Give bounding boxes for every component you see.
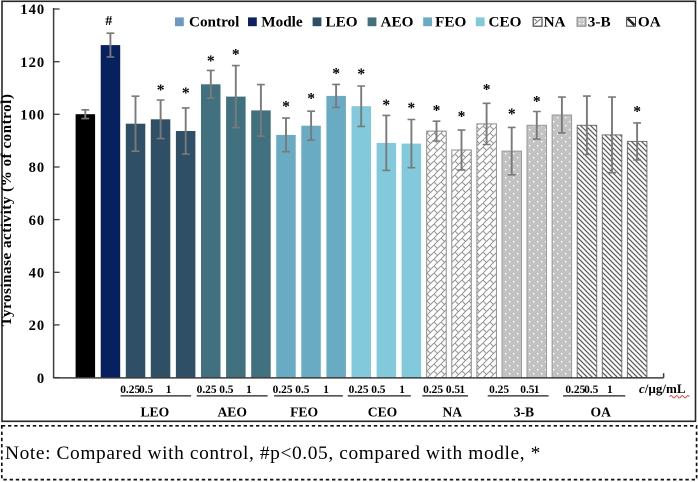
svg-text:1: 1 <box>246 384 252 396</box>
svg-text:*: * <box>633 103 641 120</box>
svg-text:0.25: 0.25 <box>349 384 369 396</box>
svg-text:0.5: 0.5 <box>371 384 386 396</box>
svg-text:CEO: CEO <box>489 13 522 30</box>
svg-text:Modle: Modle <box>261 13 303 30</box>
svg-text:FEO: FEO <box>435 13 466 30</box>
svg-text:1: 1 <box>534 384 540 396</box>
svg-text:Control: Control <box>189 13 239 30</box>
svg-text:*: * <box>332 65 340 82</box>
svg-text:*: * <box>157 82 165 99</box>
svg-text:*: * <box>508 106 516 123</box>
svg-text:1: 1 <box>399 384 405 396</box>
svg-text:60: 60 <box>29 213 46 229</box>
svg-text:OA: OA <box>638 13 661 30</box>
svg-text:0.5: 0.5 <box>219 384 234 396</box>
svg-text:*: * <box>433 103 441 120</box>
svg-text:AEO: AEO <box>217 404 246 419</box>
svg-text:0.25: 0.25 <box>120 384 140 396</box>
svg-text:CEO: CEO <box>368 404 397 419</box>
svg-text:3-B: 3-B <box>588 13 611 30</box>
svg-text:0.25: 0.25 <box>423 384 443 396</box>
svg-text:*: * <box>458 109 466 126</box>
svg-text:*: * <box>307 91 315 108</box>
svg-text:0.25: 0.25 <box>197 384 217 396</box>
svg-text:OA: OA <box>591 404 612 419</box>
svg-text:0.25: 0.25 <box>489 384 509 396</box>
svg-text:120: 120 <box>20 55 45 71</box>
svg-text:20: 20 <box>29 318 46 334</box>
svg-text:NA: NA <box>442 404 462 419</box>
svg-text:Note: Compared with control, #: Note: Compared with control, #p<0.05, co… <box>5 443 541 464</box>
svg-text:1: 1 <box>459 384 465 396</box>
svg-text:0.5: 0.5 <box>295 384 310 396</box>
svg-text:0.5: 0.5 <box>584 384 599 396</box>
svg-text:*: * <box>182 85 190 102</box>
svg-text:0.5: 0.5 <box>139 384 154 396</box>
svg-text:*: * <box>282 99 290 116</box>
svg-text:0.5: 0.5 <box>446 384 461 396</box>
svg-text:3-B: 3-B <box>514 404 534 419</box>
svg-text:LEO: LEO <box>140 404 169 419</box>
svg-text:c/µg/mL: c/µg/mL <box>639 381 686 396</box>
svg-text:*: * <box>207 53 215 70</box>
svg-text:100: 100 <box>20 108 45 124</box>
svg-text:*: * <box>382 97 390 114</box>
svg-text:*: * <box>232 47 240 64</box>
svg-text:0.25: 0.25 <box>565 384 585 396</box>
svg-text:*: * <box>533 94 541 111</box>
svg-text:*: * <box>357 66 365 83</box>
svg-text:0.5: 0.5 <box>520 384 535 396</box>
svg-text:FEO: FEO <box>290 404 318 419</box>
svg-text:0: 0 <box>37 371 45 387</box>
svg-text:Tyrosinase activity (% of cont: Tyrosinase activity (% of control) <box>0 94 15 327</box>
svg-text:1: 1 <box>166 384 172 396</box>
svg-text:140: 140 <box>20 2 45 18</box>
svg-text:*: * <box>483 81 491 98</box>
svg-text:40: 40 <box>29 266 46 282</box>
svg-text:#: # <box>105 14 112 29</box>
svg-text:LEO: LEO <box>326 13 358 30</box>
svg-text:80: 80 <box>29 160 46 176</box>
svg-text:1: 1 <box>323 384 329 396</box>
svg-text:1: 1 <box>607 384 613 396</box>
svg-text:AEO: AEO <box>381 13 414 30</box>
svg-text:0.25: 0.25 <box>273 384 293 396</box>
svg-text:*: * <box>408 100 416 117</box>
svg-text:NA: NA <box>544 13 566 30</box>
